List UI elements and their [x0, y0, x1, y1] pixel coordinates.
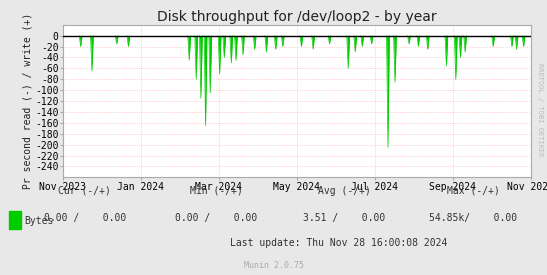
Y-axis label: Pr second read (-) / write (+): Pr second read (-) / write (+) — [22, 13, 32, 189]
Text: Munin 2.0.75: Munin 2.0.75 — [243, 261, 304, 270]
Text: 54.85k/    0.00: 54.85k/ 0.00 — [429, 213, 517, 223]
Text: RRDTOOL / TOBI OETIKER: RRDTOOL / TOBI OETIKER — [537, 63, 543, 157]
Title: Disk throughput for /dev/loop2 - by year: Disk throughput for /dev/loop2 - by year — [157, 10, 437, 24]
Text: Bytes: Bytes — [25, 216, 54, 226]
Text: Last update: Thu Nov 28 16:00:08 2024: Last update: Thu Nov 28 16:00:08 2024 — [230, 238, 448, 248]
Text: Max (-/+): Max (-/+) — [447, 186, 499, 196]
Text: 3.51 /    0.00: 3.51 / 0.00 — [304, 213, 386, 223]
Text: Min (-/+): Min (-/+) — [190, 186, 242, 196]
Text: 0.00 /    0.00: 0.00 / 0.00 — [44, 213, 126, 223]
Text: Cur (-/+): Cur (-/+) — [59, 186, 111, 196]
Text: 0.00 /    0.00: 0.00 / 0.00 — [175, 213, 257, 223]
Text: Avg (-/+): Avg (-/+) — [318, 186, 371, 196]
